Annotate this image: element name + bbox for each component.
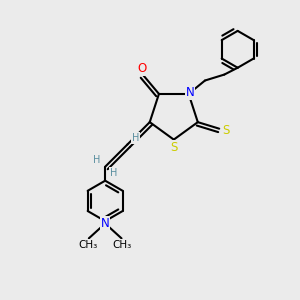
- Text: S: S: [170, 141, 178, 154]
- Text: H: H: [93, 155, 100, 165]
- Text: CH₃: CH₃: [112, 240, 132, 250]
- Text: S: S: [222, 124, 230, 137]
- Text: CH₃: CH₃: [79, 240, 98, 250]
- Text: O: O: [137, 62, 147, 75]
- Text: N: N: [101, 217, 110, 230]
- Text: H: H: [132, 133, 140, 143]
- Text: N: N: [186, 86, 194, 99]
- Text: H: H: [110, 168, 117, 178]
